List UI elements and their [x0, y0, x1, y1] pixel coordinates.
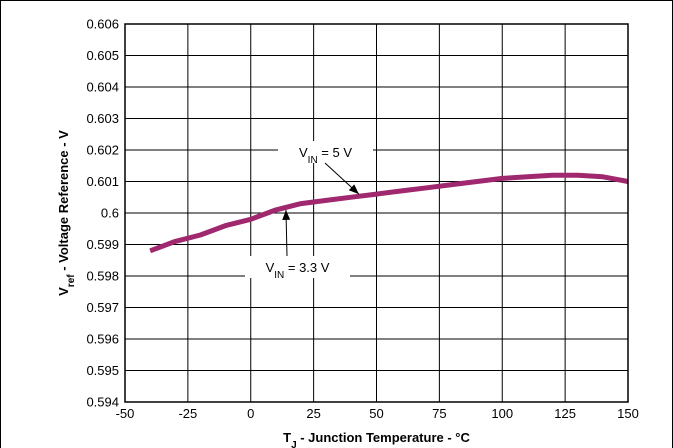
x-axis-title: TJ - Junction Temperature - °C [283, 430, 470, 448]
y-tick-label: 0.599 [86, 237, 119, 252]
y-tick-label: 0.606 [86, 17, 119, 32]
arrow-head [348, 184, 359, 195]
grid-lines [124, 23, 629, 403]
x-tick-label: 50 [369, 406, 383, 421]
y-tick-label: 0.598 [86, 269, 119, 284]
annotations: VIN = 5 V VIN = 3.3 V [245, 141, 373, 281]
x-tick-label: 0 [247, 406, 254, 421]
arrow-head [282, 209, 291, 220]
annotation-box [245, 256, 350, 278]
x-tick-label: 125 [554, 406, 576, 421]
plot-border [124, 23, 629, 403]
series-line-2 [149, 174, 629, 252]
y-tick-label: 0.596 [86, 332, 119, 347]
x-tick-label: 75 [432, 406, 446, 421]
y-tick-label: 0.597 [86, 300, 119, 315]
y-axis-title: Vref - Voltage Reference - V [56, 130, 77, 296]
y-tick-label: 0.594 [86, 395, 119, 410]
series-lines [149, 172, 629, 254]
y-tick-label: 0.595 [86, 363, 119, 378]
y-tick-label: 0.605 [86, 48, 119, 63]
y-tick-label: 0.6 [101, 206, 119, 221]
x-tick-labels: -50 -25 0 25 50 75 100 125 150 [116, 406, 639, 421]
x-tick-label: 100 [491, 406, 513, 421]
x-tick-label: 150 [617, 406, 639, 421]
y-tick-label: 0.604 [86, 80, 119, 95]
x-tick-label: -50 [116, 406, 135, 421]
y-tick-label: 0.601 [86, 174, 119, 189]
y-tick-label: 0.603 [86, 111, 119, 126]
x-tick-label: 25 [306, 406, 320, 421]
annotation-label: VIN = 3.3 V [266, 260, 330, 281]
x-tick-label: -25 [178, 406, 197, 421]
annotation-label: VIN = 5 V [299, 145, 352, 166]
y-tick-label: 0.602 [86, 143, 119, 158]
annotation-box [278, 141, 373, 163]
y-tick-labels: 0.594 0.595 0.596 0.597 0.598 0.599 0.6 0.601 0.… [86, 17, 119, 410]
